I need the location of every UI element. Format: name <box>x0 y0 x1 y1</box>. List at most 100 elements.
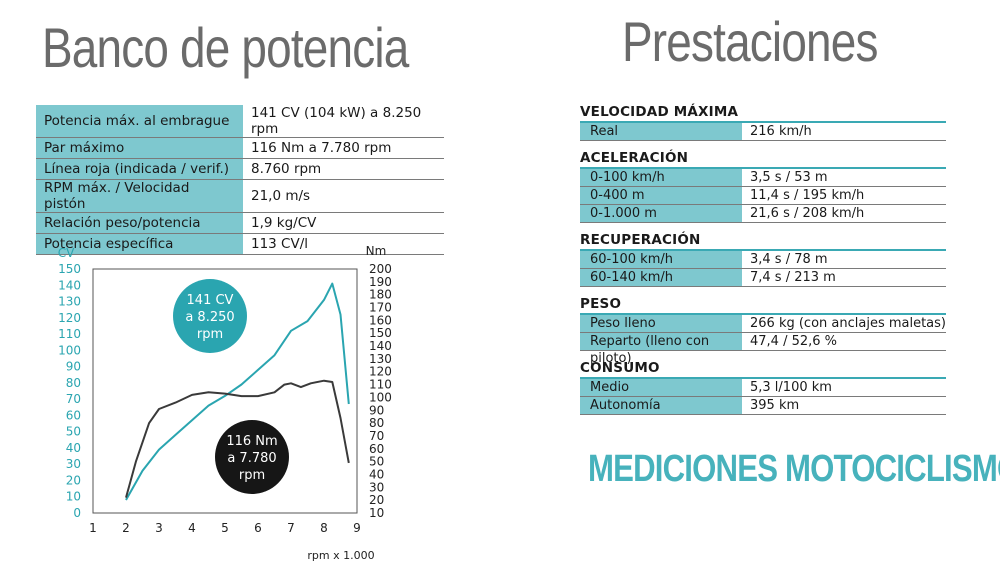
section-rule <box>580 377 946 379</box>
dyno-title: Banco de potencia <box>42 16 409 79</box>
right-tick-label: 150 <box>369 326 392 340</box>
right-tick-label: 140 <box>369 339 392 353</box>
left-tick-label: 100 <box>58 343 81 357</box>
spec-value: 116 Nm a 7.780 rpm <box>243 137 444 159</box>
right-tick-label: 30 <box>369 480 384 494</box>
perf-section: PESO Peso lleno 266 kg (con anclajes malet… <box>580 295 946 366</box>
right-tick-label: 120 <box>369 365 392 379</box>
perf-label: 0-100 km/h <box>580 169 742 186</box>
perf-label: Medio <box>580 379 742 396</box>
section-rule <box>580 249 946 251</box>
perf-label: Real <box>580 123 742 140</box>
right-tick-label: 160 <box>369 313 392 327</box>
spec-label: Par máximo <box>36 137 243 159</box>
left-tick-label: 30 <box>66 457 81 471</box>
perf-value: 21,6 s / 208 km/h <box>750 206 865 221</box>
spec-row: RPM máx. / Velocidad pistón 21,0 m/s <box>36 179 444 213</box>
left-tick-label: 40 <box>66 441 81 455</box>
perf-section: ACELERACIÓN 0-100 km/h 3,5 s / 53 m 0-400 m… <box>580 149 946 223</box>
perf-value: 7,4 s / 213 m <box>750 270 836 285</box>
perf-row: 0-100 km/h 3,5 s / 53 m <box>580 169 946 187</box>
left-tick-label: 120 <box>58 311 81 325</box>
performance-title: Prestaciones <box>622 10 878 73</box>
section-title: ACELERACIÓN <box>580 150 689 166</box>
right-tick-label: 130 <box>369 352 392 366</box>
callout-text: 141 CV <box>187 293 234 308</box>
perf-row: Medio 5,3 l/100 km <box>580 379 946 397</box>
perf-label: 0-1.000 m <box>580 205 742 222</box>
right-tick-label: 50 <box>369 455 384 469</box>
section-rule <box>580 167 946 169</box>
perf-label: Peso lleno <box>580 315 742 332</box>
callout-text: 116 Nm <box>226 434 277 449</box>
perf-row: Real 216 km/h <box>580 123 946 141</box>
x-tick-label: 2 <box>122 521 130 535</box>
right-tick-label: 200 <box>369 262 392 276</box>
perf-label: Autonomía <box>580 397 742 414</box>
left-tick-label: 20 <box>66 473 81 487</box>
right-tick-label: 110 <box>369 378 392 392</box>
spec-row: Relación peso/potencia 1,9 kg/CV <box>36 212 444 234</box>
perf-value: 47,4 / 52,6 % <box>750 334 838 349</box>
perf-row: 60-140 km/h 7,4 s / 213 m <box>580 269 946 287</box>
perf-section: VELOCIDAD MÁXIMA Real 216 km/h <box>580 103 946 141</box>
spec-label: Línea roja (indicada / verif.) <box>36 158 243 180</box>
left-tick-label: 90 <box>66 360 81 374</box>
left-tick-label: 50 <box>66 425 81 439</box>
section-rule <box>580 313 946 315</box>
right-tick-label: 80 <box>369 416 384 430</box>
perf-value: 266 kg (con anclajes maletas) <box>750 316 946 331</box>
left-tick-label: 140 <box>58 278 81 292</box>
right-tick-label: 40 <box>369 467 384 481</box>
perf-row: Peso lleno 266 kg (con anclajes maletas) <box>580 315 946 333</box>
perf-value: 5,3 l/100 km <box>750 380 832 395</box>
spec-table: Potencia máx. al embrague 141 CV (104 kW)… <box>36 105 444 255</box>
x-tick-label: 9 <box>353 521 361 535</box>
right-tick-label: 180 <box>369 288 392 302</box>
right-tick-label: 170 <box>369 301 392 315</box>
spec-label: Relación peso/potencia <box>36 212 243 234</box>
performance-panel: VELOCIDAD MÁXIMA Real 216 km/h ACELERACIÓN 0… <box>580 103 946 423</box>
spec-row: Potencia máx. al embrague 141 CV (104 kW)… <box>36 105 444 138</box>
left-axis-unit: CV <box>58 246 75 260</box>
perf-value: 3,5 s / 53 m <box>750 170 828 185</box>
perf-row: 60-100 km/h 3,4 s / 78 m <box>580 251 946 269</box>
left-tick-label: 60 <box>66 408 81 422</box>
perf-value: 11,4 s / 195 km/h <box>750 188 865 203</box>
perf-value: 395 km <box>750 398 800 413</box>
section-title: PESO <box>580 296 622 312</box>
x-axis-label: rpm x 1.000 <box>307 549 374 562</box>
dyno-chart: 0102030405060708090100110120130140150CV1… <box>58 244 392 562</box>
left-tick-label: 80 <box>66 376 81 390</box>
brand-label: MEDICIONES MOTOCICLISMO <box>588 448 1000 490</box>
perf-label: Reparto (lleno con piloto) <box>580 333 742 366</box>
perf-row: 0-1.000 m 21,6 s / 208 km/h <box>580 205 946 223</box>
left-tick-label: 130 <box>58 295 81 309</box>
right-tick-label: 90 <box>369 403 384 417</box>
spec-label: Potencia máx. al embrague <box>36 105 243 138</box>
right-tick-label: 10 <box>369 506 384 520</box>
spec-value: 141 CV (104 kW) a 8.250 rpm <box>243 105 444 138</box>
power-callout <box>173 279 247 353</box>
spec-row: Potencia específica 113 CV/l <box>36 233 444 255</box>
callout-text: a 8.250 <box>185 310 234 325</box>
x-tick-label: 6 <box>254 521 262 535</box>
left-tick-label: 150 <box>58 262 81 276</box>
right-tick-label: 100 <box>369 390 392 404</box>
perf-label: 60-100 km/h <box>580 251 742 268</box>
plot-frame <box>92 268 358 514</box>
section-title: CONSUMO <box>580 360 660 376</box>
spec-value: 1,9 kg/CV <box>243 212 444 234</box>
perf-row: Reparto (lleno con piloto) 47,4 / 52,6 % <box>580 333 946 366</box>
right-tick-label: 70 <box>369 429 384 443</box>
perf-value: 216 km/h <box>750 124 812 139</box>
section-rule <box>580 121 946 123</box>
left-tick-label: 110 <box>58 327 81 341</box>
spec-label: RPM máx. / Velocidad pistón <box>36 179 243 213</box>
callout-text: rpm <box>239 468 265 483</box>
section-title: VELOCIDAD MÁXIMA <box>580 104 739 120</box>
x-tick-label: 3 <box>155 521 163 535</box>
right-tick-label: 190 <box>369 275 392 289</box>
left-tick-label: 70 <box>66 392 81 406</box>
x-tick-label: 8 <box>320 521 328 535</box>
